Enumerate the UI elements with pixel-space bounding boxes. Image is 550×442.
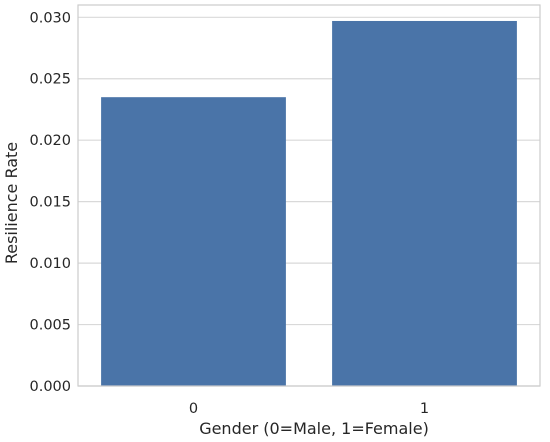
y-tick-label: 0.005 xyxy=(29,318,71,334)
y-tick-label: 0.025 xyxy=(29,72,71,88)
x-axis-label: Gender (0=Male, 1=Female) xyxy=(199,419,429,438)
y-tick-labels: 0.000 0.005 0.010 0.015 0.020 0.025 0.030 xyxy=(29,10,71,395)
y-tick-label: 0.020 xyxy=(29,133,71,149)
plot-frame xyxy=(77,4,541,387)
y-tick-label: 0.010 xyxy=(29,256,71,272)
y-tick-label: 0.030 xyxy=(29,10,71,26)
y-tick-label: 0.015 xyxy=(29,195,71,211)
bar-0 xyxy=(101,97,286,386)
y-axis-label: Resilience Rate xyxy=(2,142,21,264)
x-tick-label: 0 xyxy=(189,401,198,417)
y-tick-label: 0.000 xyxy=(29,379,71,395)
bar-1 xyxy=(332,20,517,387)
x-tick-label: 1 xyxy=(420,401,429,417)
bars xyxy=(101,20,517,387)
